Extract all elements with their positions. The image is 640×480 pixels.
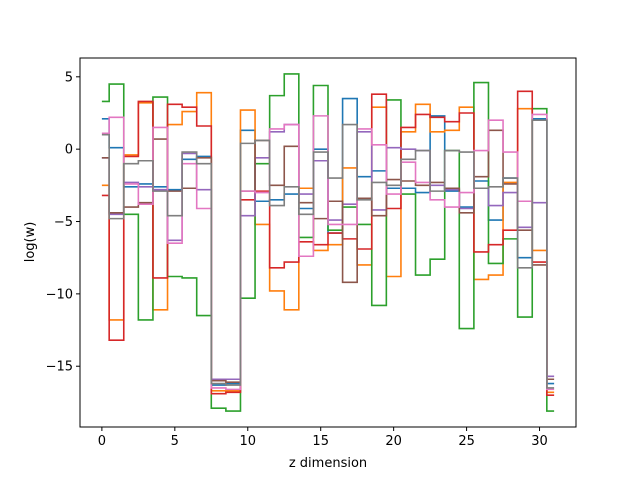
x-tick-label: 0 bbox=[98, 434, 106, 449]
x-tick-label: 25 bbox=[458, 434, 475, 449]
series-line-8 bbox=[101, 119, 555, 389]
x-tick-label: 30 bbox=[531, 434, 548, 449]
y-axis-label: log(w) bbox=[23, 222, 38, 263]
x-tick-label: 5 bbox=[171, 434, 179, 449]
y-tick-label: −15 bbox=[46, 360, 73, 375]
y-axis: −15 −10 −5 0 5 bbox=[46, 70, 80, 375]
series-line-4 bbox=[101, 90, 555, 396]
y-tick-label: −5 bbox=[54, 215, 73, 230]
series-group bbox=[101, 73, 555, 412]
series-line-7 bbox=[101, 113, 555, 391]
x-tick-label: 15 bbox=[312, 434, 329, 449]
x-tick-label: 20 bbox=[385, 434, 402, 449]
y-tick-label: 0 bbox=[65, 143, 73, 158]
plot-frame bbox=[79, 57, 577, 428]
x-tick-label: 10 bbox=[239, 434, 256, 449]
x-axis: 0 5 10 15 20 25 30 bbox=[98, 427, 548, 449]
y-tick-label: −10 bbox=[46, 287, 73, 302]
x-axis-label: z dimension bbox=[289, 456, 367, 471]
y-tick-label: 5 bbox=[65, 70, 73, 85]
